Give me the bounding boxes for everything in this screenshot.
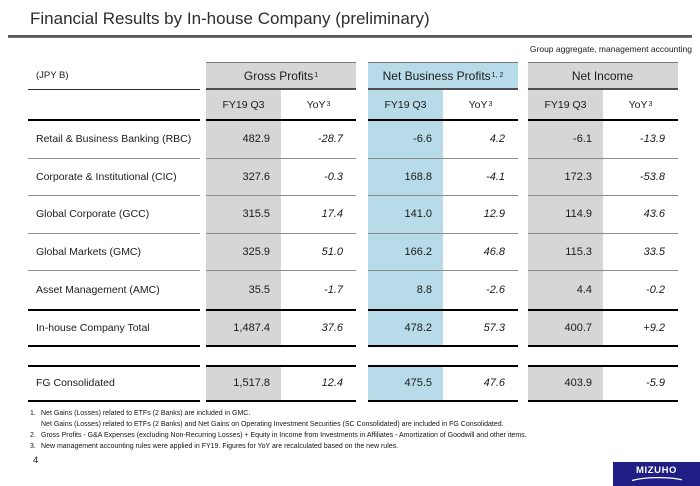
row-label: Retail & Business Banking (RBC) [28, 121, 200, 159]
col-group-gross-profits: Gross Profits 1 [206, 62, 356, 90]
mizuho-logo: MIZUHO [613, 462, 700, 486]
cell-gross-yoy: 37.6 [281, 308, 356, 347]
subheader-spacer [28, 90, 200, 121]
cell-ni-yoy: 43.6 [603, 196, 678, 234]
table-row-gmc: Global Markets (GMC) 325.9 51.0 166.2 46… [28, 233, 678, 272]
cell-gross-fy: 35.5 [206, 271, 281, 309]
unit-label: (JPY B) [28, 62, 200, 90]
footnote-text: New management accounting rules were app… [41, 443, 399, 451]
footnote-text: Gross Profits - G&A Expenses (excluding … [41, 432, 527, 440]
cell-gross-yoy: -28.7 [281, 121, 356, 159]
cell-gross-yoy: 17.4 [281, 196, 356, 234]
cell-ni-fy: 4.4 [528, 271, 603, 309]
table-gap [28, 347, 678, 365]
row-label: Asset Management (AMC) [36, 284, 160, 297]
subheader-ni-fy19q3: FY19 Q3 [528, 90, 603, 121]
cell-ni-fy: 403.9 [528, 364, 603, 402]
footnote-text: Net Gains (Losses) related to ETFs (2 Ba… [41, 421, 504, 429]
cell-gross-fy: 327.6 [206, 158, 281, 197]
subheader-gross-yoy: YoY 3 [281, 90, 356, 121]
cell-nbp-fy: 166.2 [368, 233, 443, 272]
cell-gross-fy: 325.9 [206, 233, 281, 272]
col-group-net-business-profits: Net Business Profits 1, 2 [368, 62, 518, 90]
row-label: FG Consolidated [28, 364, 200, 402]
page-title: Financial Results by In-house Company (p… [30, 9, 430, 28]
subheader-ni-yoy: YoY 3 [603, 90, 678, 121]
cell-gross-yoy: -0.3 [281, 159, 356, 197]
footnotes: 1. Net Gains (Losses) related to ETFs (2… [30, 409, 692, 454]
footnote-number: 2. [30, 432, 36, 440]
footnote-line: Net Gains (Losses) related to ETFs (2 Ba… [30, 420, 692, 430]
cell-nbp-yoy: -2.6 [486, 284, 505, 297]
table-subheader-row: FY19 Q3 YoY 3 FY19 Q3 YoY 3 FY19 Q3 YoY 3 [28, 90, 678, 121]
mizuho-logo-text: MIZUHO [635, 465, 678, 477]
cell-nbp-fy: 141.0 [368, 196, 443, 234]
cell-ni-fy: 115.3 [528, 233, 603, 272]
footnote-line: 2. Gross Profits - G&A Expenses (excludi… [30, 431, 692, 441]
footnote-number: 3. [30, 443, 36, 451]
cell-gross-fy: 315.5 [206, 196, 281, 234]
cell-ni-fy: 172.3 [528, 158, 603, 197]
col-group-net-income: Net Income [528, 62, 678, 90]
financial-results-table: (JPY B) Gross Profits 1 Net Business Prof… [28, 62, 678, 402]
table-row-cic: Corporate & Institutional (CIC) 327.6 -0… [28, 158, 678, 197]
row-label: In-house Company Total [28, 308, 200, 347]
subheader-nbp-fy19q3: FY19 Q3 [368, 90, 443, 121]
page-number: 4 [33, 455, 39, 466]
footnote-line: 1. Net Gains (Losses) related to ETFs (2… [30, 409, 692, 419]
cell-nbp-fy: 475.5 [368, 364, 443, 402]
subheader-gross-fy19q3: FY19 Q3 [206, 90, 281, 121]
cell-ni-yoy: -5.9 [603, 364, 678, 402]
cell-gross-yoy: 51.0 [281, 234, 356, 272]
cell-gross-yoy: 12.4 [281, 364, 356, 402]
footnote-number [30, 420, 41, 430]
table-group-header-row: (JPY B) Gross Profits 1 Net Business Prof… [28, 62, 678, 90]
cell-gross-fy: 1,487.4 [206, 308, 281, 347]
row-label: Corporate & Institutional (CIC) [28, 159, 200, 197]
cell-gross-yoy: -1.7 [324, 284, 343, 297]
table-row-rbc: Retail & Business Banking (RBC) 482.9 -2… [28, 121, 678, 159]
cell-nbp-fy: 8.8 [368, 271, 443, 309]
subheader-nbp-yoy: YoY 3 [443, 90, 518, 121]
row-label: Global Corporate (GCC) [28, 196, 200, 234]
cell-nbp-yoy: 57.3 [443, 308, 518, 347]
col-group-label: Net Income [571, 68, 634, 83]
logo-swoosh-icon [631, 476, 682, 481]
cell-nbp-fy: -6.6 [368, 121, 443, 159]
table-row-inhouse-total: In-house Company Total 1,487.4 37.6 478.… [28, 308, 678, 347]
cell-nbp-yoy: 46.8 [443, 234, 518, 272]
table-row-fg-consolidated: FG Consolidated 1,517.8 12.4 475.5 47.6 … [28, 364, 678, 402]
cell-ni-yoy: -13.9 [603, 121, 678, 159]
cell-gross-fy: 1,517.8 [206, 364, 281, 402]
cell-ni-fy: 400.7 [528, 308, 603, 347]
footnote-line: 3. New management accounting rules were … [30, 442, 692, 452]
cell-ni-yoy: +9.2 [603, 308, 678, 347]
table-row-gcc: Global Corporate (GCC) 315.5 17.4 141.0 … [28, 196, 678, 234]
cell-nbp-yoy: 12.9 [443, 196, 518, 234]
accounting-basis-note: Group aggregate, management accounting [529, 44, 692, 54]
cell-ni-fy: -6.1 [528, 121, 603, 159]
cell-gross-fy: 482.9 [206, 121, 281, 159]
col-group-label: Gross Profits [243, 68, 314, 83]
cell-nbp-yoy: 47.6 [443, 364, 518, 402]
cell-nbp-fy: 478.2 [368, 308, 443, 347]
cell-ni-yoy: -0.2 [646, 284, 665, 297]
cell-nbp-yoy: 4.2 [443, 121, 518, 159]
cell-ni-fy: 114.9 [528, 196, 603, 234]
cell-ni-yoy: 33.5 [603, 234, 678, 272]
row-label: Global Markets (GMC) [28, 234, 200, 272]
cell-nbp-yoy: -4.1 [443, 159, 518, 197]
cell-ni-yoy: -53.8 [603, 159, 678, 197]
table-row-amc: Asset Management (AMC) 35.5 -1.7 8.8 -2.… [28, 271, 678, 309]
col-group-label: Net Business Profits [382, 68, 491, 83]
cell-nbp-fy: 168.8 [368, 158, 443, 197]
footnote-number: 1. [30, 410, 36, 417]
footnote-text: Net Gains (Losses) related to ETFs (2 Ba… [41, 410, 251, 417]
title-rule [8, 35, 692, 38]
